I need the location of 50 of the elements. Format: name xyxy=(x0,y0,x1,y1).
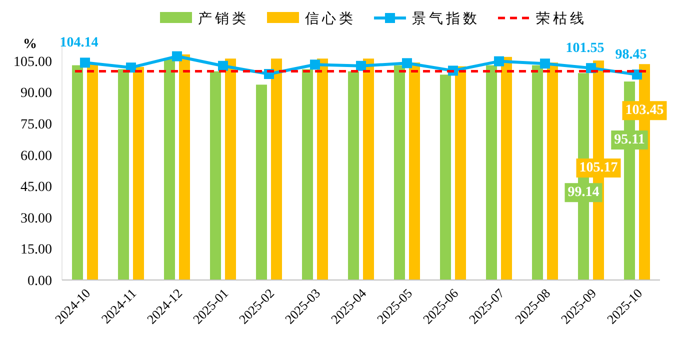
y-tick-label: 60.00 xyxy=(20,148,52,164)
data-label: 99.14 xyxy=(568,185,600,200)
y-tick-label: 75.00 xyxy=(20,117,52,132)
bar xyxy=(486,65,497,280)
bar xyxy=(348,71,359,280)
y-tick-label: 45.00 xyxy=(20,180,52,196)
data-label: 101.55 xyxy=(566,41,604,56)
point xyxy=(494,56,504,66)
point xyxy=(172,51,182,62)
point xyxy=(218,60,228,71)
data-label: 98.45 xyxy=(615,48,647,63)
bar xyxy=(363,58,374,280)
y-tick-label: 15.00 xyxy=(20,242,52,258)
point xyxy=(402,58,412,68)
data-label: 105.17 xyxy=(579,160,618,176)
legend-label: 产销类 xyxy=(198,11,249,27)
bar xyxy=(455,66,466,280)
y-tick-label: 0.00 xyxy=(28,274,52,289)
data-label: 103.45 xyxy=(625,103,664,118)
y-tick-label: 105.00 xyxy=(14,54,52,70)
data-label: 104.14 xyxy=(60,36,98,51)
bar xyxy=(225,58,236,280)
bar xyxy=(164,58,175,280)
bar xyxy=(440,74,451,280)
bar xyxy=(271,58,282,280)
data-label: 95.11 xyxy=(614,132,645,148)
point xyxy=(310,60,320,70)
y-tick-label: 90.00 xyxy=(20,86,52,102)
point xyxy=(540,58,550,69)
legend-label: 荣枯线 xyxy=(536,11,587,27)
y-axis-title: % xyxy=(23,37,37,52)
point xyxy=(356,60,366,71)
bar xyxy=(118,69,129,280)
legend-label: 景气指数 xyxy=(412,11,480,27)
y-tick-label: 30.00 xyxy=(20,211,52,226)
bar xyxy=(133,66,144,280)
bar xyxy=(532,65,543,280)
bar xyxy=(317,58,328,280)
bar xyxy=(72,65,83,280)
bar xyxy=(547,62,558,280)
point xyxy=(80,58,90,68)
bar xyxy=(409,62,420,280)
bar xyxy=(210,71,221,280)
bar xyxy=(87,62,98,280)
bar xyxy=(394,65,405,280)
bar xyxy=(501,56,512,280)
bar xyxy=(179,54,190,280)
bar xyxy=(256,84,267,280)
bar xyxy=(302,69,313,280)
legend-label: 信心类 xyxy=(305,11,356,27)
